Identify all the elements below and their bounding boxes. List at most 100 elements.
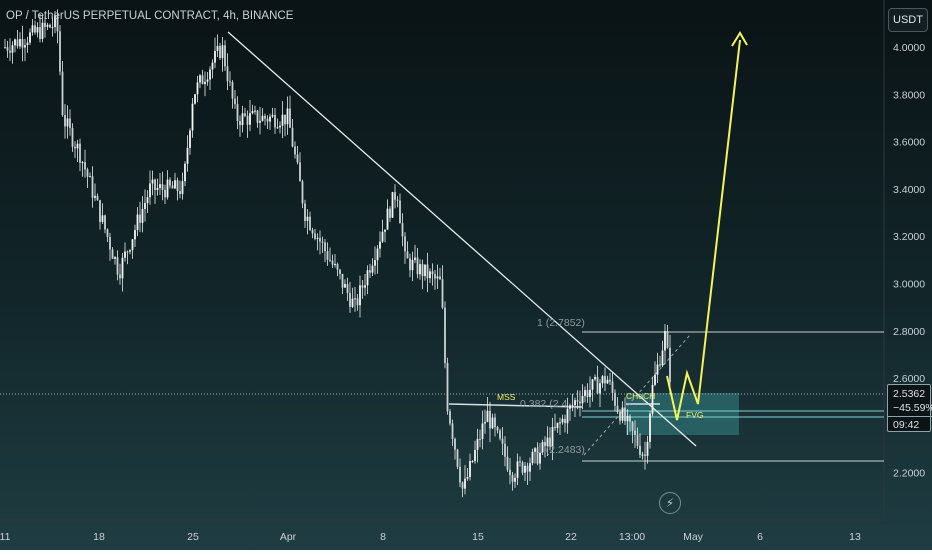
candle-body (659, 364, 661, 366)
candle-body (84, 162, 86, 170)
candle-body (231, 82, 234, 99)
candle-body (166, 179, 169, 198)
candle-body (389, 208, 391, 218)
candle-body (599, 383, 601, 394)
candle-body (69, 118, 71, 128)
candle-body (519, 461, 521, 463)
candle-body (406, 251, 409, 259)
candle-body (634, 430, 636, 436)
candle-body (474, 450, 476, 462)
candle-body (14, 39, 16, 46)
candle-body (36, 27, 39, 33)
candle-body (501, 438, 504, 444)
candle-body (546, 437, 549, 447)
candle-body (451, 423, 454, 439)
candle-body (224, 45, 226, 67)
candle-body (49, 24, 51, 28)
currency-unit-button[interactable]: USDT (888, 8, 928, 32)
candle-body (161, 184, 164, 190)
candle-body (201, 75, 204, 85)
candle-body (439, 276, 441, 280)
candle-body (274, 114, 276, 128)
candle-body (294, 146, 296, 155)
candle-body (149, 183, 151, 198)
candle-body (521, 462, 524, 473)
candle-body (471, 461, 474, 463)
candle-body (646, 441, 649, 456)
candle-body (316, 237, 319, 239)
candle-body (81, 162, 84, 164)
candle-body (496, 427, 499, 431)
candle-body (9, 50, 11, 53)
candle-body (614, 392, 616, 406)
mss-line (448, 403, 583, 408)
candle-body (349, 293, 351, 307)
candle-body (26, 42, 29, 46)
candle-body (574, 400, 576, 406)
current-price-tag: 2.5362 −45.59% 09:42 (887, 384, 932, 432)
candle-body (256, 110, 259, 123)
y-tick-label: 3.2000 (893, 231, 925, 243)
candle-body (89, 176, 91, 178)
candle-body (411, 259, 414, 271)
candle-body (379, 241, 381, 249)
y-tick-label: 3.4000 (893, 184, 925, 196)
candle-body (404, 236, 406, 252)
candle-body (596, 376, 599, 394)
candle-body (346, 283, 349, 294)
candle-body (351, 298, 354, 307)
candle-body (384, 229, 386, 232)
candle-body (189, 130, 191, 148)
candle-body (336, 264, 339, 270)
candle-body (269, 116, 271, 122)
candle-body (491, 417, 494, 429)
candle-body (226, 66, 229, 82)
candle-body (641, 454, 644, 456)
candle-countdown: 09:42 (893, 419, 920, 431)
candle-body (386, 208, 389, 230)
candle-body (16, 39, 19, 47)
x-tick-label: 22 (565, 531, 577, 543)
candle-body (281, 114, 284, 126)
candle-body (354, 298, 356, 300)
candle-body (159, 184, 161, 188)
fib-bottom-label: 1 (2.2483) (537, 444, 585, 456)
candle-body (549, 437, 551, 447)
candle-body (51, 27, 54, 29)
candle-body (141, 208, 144, 223)
candle-body (134, 230, 136, 240)
candle-body (631, 421, 634, 431)
candle-body (569, 405, 571, 409)
candle-body (504, 443, 506, 457)
candle-body (6, 47, 9, 51)
fib-mid-label: 0.382 (2.4... (520, 398, 576, 410)
candle-body (436, 276, 439, 279)
candle-body (304, 203, 306, 221)
candle-body (79, 143, 81, 163)
candle-body (99, 200, 101, 222)
candle-body (664, 331, 666, 351)
candle-body (156, 187, 159, 191)
x-tick-label: 6 (757, 531, 763, 543)
mss-label: MSS (497, 392, 516, 402)
candle-body (339, 269, 341, 274)
candle-body (259, 120, 261, 123)
candle-body (311, 229, 314, 234)
candle-body (396, 199, 399, 201)
price-tag-divider (888, 416, 932, 417)
candle-body (299, 162, 301, 182)
candle-body (241, 113, 244, 126)
candle-body (466, 476, 469, 479)
candle-body (129, 250, 131, 252)
candle-body (344, 283, 346, 288)
candle-body (234, 98, 236, 105)
candle-body (86, 169, 89, 177)
lightning-icon[interactable]: ⚡︎ (659, 492, 681, 514)
candle-body (296, 154, 299, 163)
candle-body (126, 251, 129, 253)
candle-body (194, 94, 196, 104)
candle-body (196, 82, 199, 95)
candle-body (106, 229, 109, 238)
